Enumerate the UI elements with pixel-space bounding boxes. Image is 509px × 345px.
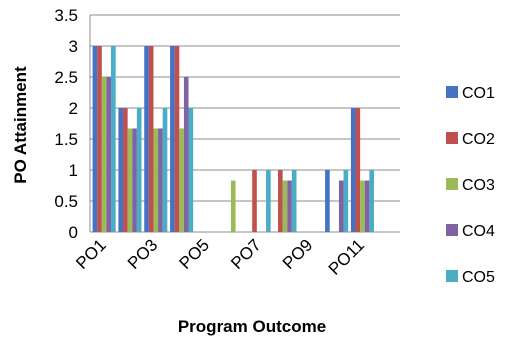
y-tick-label: 3 (69, 37, 78, 56)
legend-swatch (446, 224, 458, 236)
legend-item-co3: CO3 (446, 177, 495, 194)
legend-swatch (446, 270, 458, 282)
bar-co2-po7 (252, 170, 257, 232)
bar-co3-po11 (360, 180, 365, 232)
bar-co1-po1 (92, 46, 98, 232)
legend-item-co4: CO4 (446, 223, 495, 240)
y-tick-label: 0.5 (54, 192, 78, 211)
bar-co3-po8 (282, 180, 288, 232)
bar-co2-po2 (123, 108, 128, 232)
bar-co1-po11 (350, 108, 356, 232)
legend-label: CO5 (462, 269, 495, 286)
bars (92, 46, 374, 232)
x-tick-label: PO9 (279, 235, 316, 272)
bar-co4-po10 (338, 180, 344, 232)
legend-label: CO3 (462, 177, 495, 194)
gridlines (89, 14, 400, 233)
y-tick-label: 0 (69, 223, 78, 242)
y-axis-title: PO Attainment (11, 66, 30, 184)
legend-item-co2: CO2 (446, 131, 495, 148)
bar-co4-po3 (158, 128, 163, 232)
bar-co2-po11 (355, 108, 361, 232)
bar-co5-po1 (111, 46, 116, 232)
bar-co1-po10 (325, 170, 330, 232)
bar-co3-po1 (101, 77, 107, 232)
bar-co5-po8 (291, 170, 297, 232)
bar-co4-po8 (287, 180, 292, 232)
legend-swatch (446, 178, 458, 190)
x-tick-label: PO5 (176, 235, 213, 272)
legend-item-co1: CO1 (446, 85, 495, 102)
legend-item-co5: CO5 (446, 269, 495, 286)
bar-co3-po2 (127, 128, 133, 232)
bar-co1-po2 (118, 108, 124, 232)
x-tick-labels: PO1 PO3 PO5 PO7 PO9 PO11 (72, 235, 368, 278)
bar-co5-po3 (162, 108, 168, 232)
y-tick-label: 2.5 (54, 68, 78, 87)
bar-co2-po1 (97, 46, 102, 232)
y-tick-label: 1.5 (54, 130, 78, 149)
bar-co3-po4 (179, 128, 184, 232)
y-tick-label: 3.5 (54, 6, 78, 25)
bar-co5-po2 (136, 108, 142, 232)
x-tick-label: PO11 (325, 235, 368, 278)
bar-co1-po3 (144, 46, 149, 232)
bar-co1-po4 (170, 46, 175, 232)
legend: CO1 CO2 CO3 CO4 CO5 (446, 85, 495, 286)
bar-co3-po3 (153, 128, 159, 232)
y-tick-label: 1 (69, 161, 78, 180)
bar-co5-po4 (188, 108, 194, 232)
y-tick-label: 2 (69, 99, 78, 118)
x-axis-title: Program Outcome (178, 317, 326, 336)
bar-co4-po4 (183, 77, 189, 232)
x-tick-label: PO7 (227, 235, 264, 272)
bar-co4-po1 (106, 77, 112, 232)
bar-co2-po3 (148, 46, 154, 232)
bar-co3-po6 (230, 180, 236, 232)
bar-co5-po10 (343, 170, 349, 232)
legend-swatch (446, 86, 458, 98)
x-tick-label: PO3 (124, 235, 161, 272)
bar-co5-po7 (266, 170, 271, 232)
bar-co2-po4 (174, 46, 180, 232)
bar-co4-po11 (364, 180, 370, 232)
bar-co2-po8 (278, 170, 283, 232)
legend-label: CO2 (462, 131, 495, 148)
bar-co4-po2 (132, 128, 137, 232)
legend-swatch (446, 132, 458, 144)
y-tick-labels: 0 0.5 1 1.5 2 2.5 3 3.5 (54, 6, 78, 242)
bar-co5-po11 (369, 170, 374, 232)
legend-label: CO4 (462, 223, 495, 240)
legend-label: CO1 (462, 85, 495, 102)
